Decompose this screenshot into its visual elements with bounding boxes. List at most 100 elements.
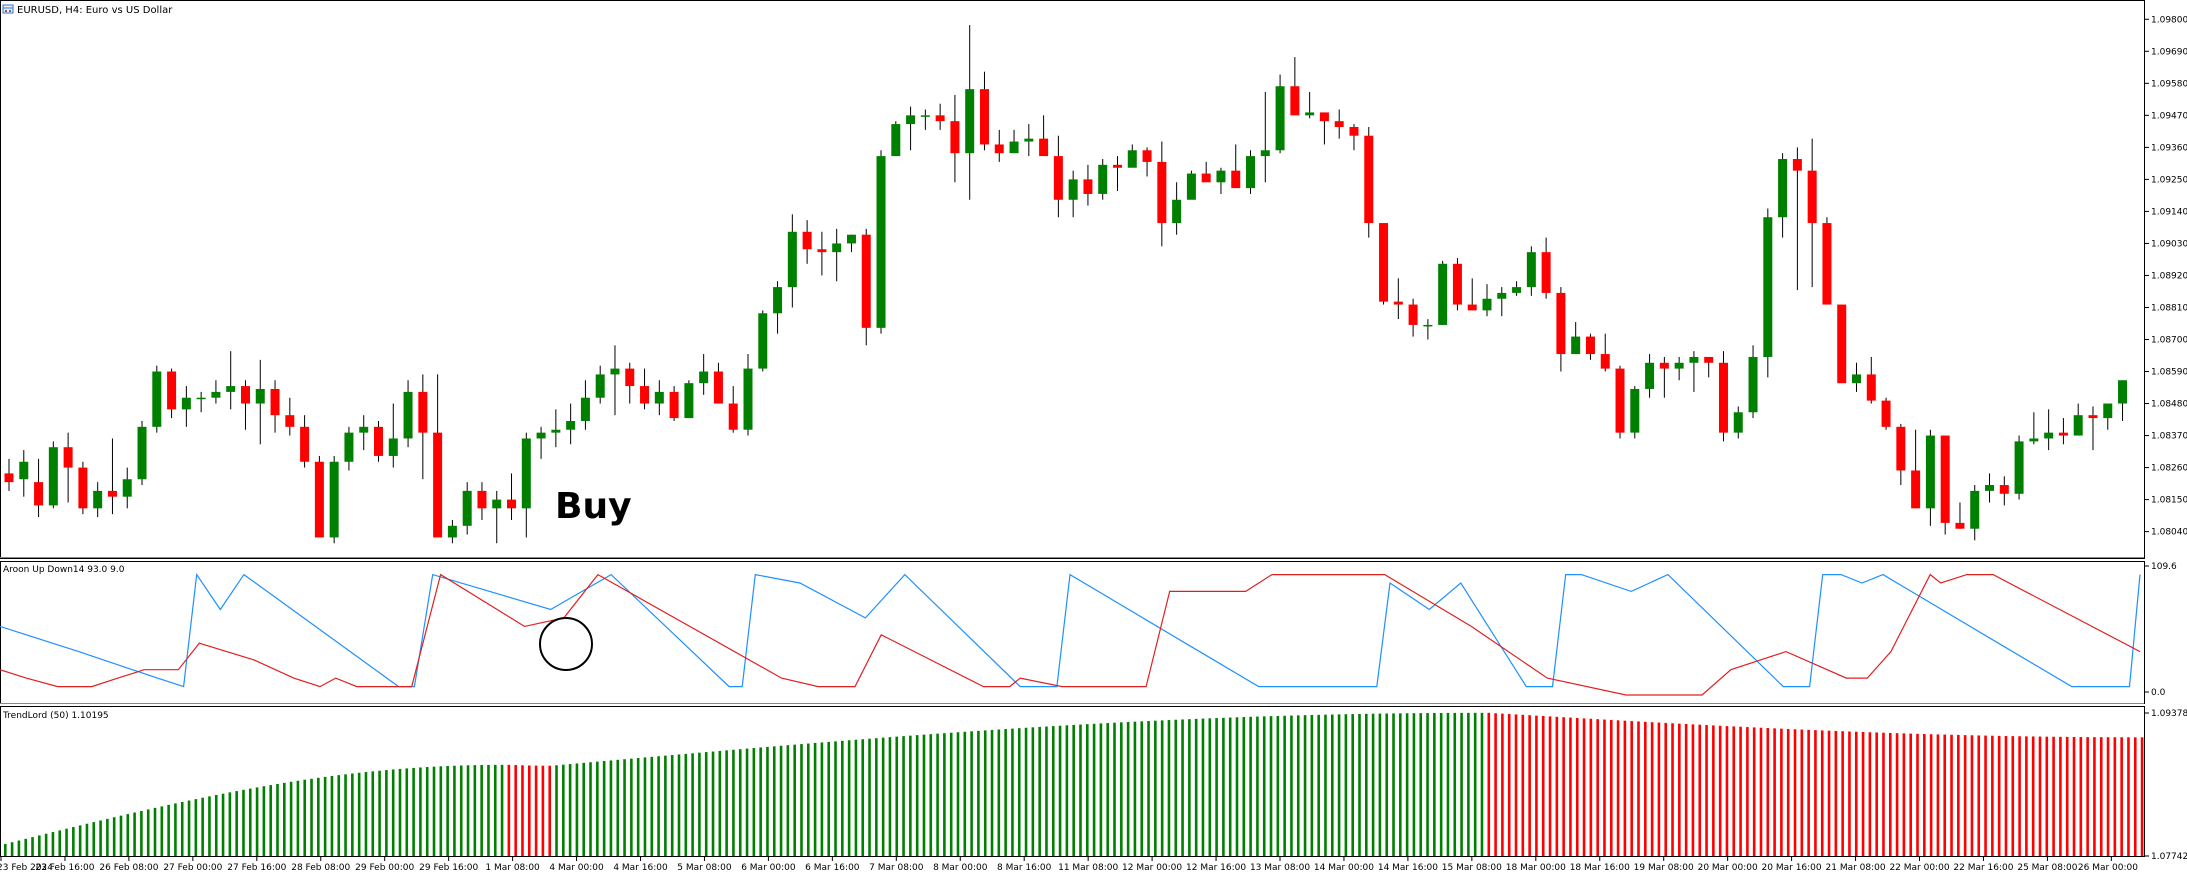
bull-candle — [1763, 217, 1773, 357]
trendlord-bar-green — [51, 832, 55, 856]
trendlord-bar-green — [800, 744, 803, 856]
bear-candle — [1541, 252, 1551, 293]
trendlord-bar-red — [541, 765, 545, 856]
trendlord-bar-red — [1671, 723, 1674, 856]
bear-candle — [63, 447, 73, 468]
trendlord-bar-green — [1024, 727, 1028, 856]
trendlord-bar-green — [391, 769, 395, 856]
trendlord-bar-green — [657, 756, 660, 856]
trendlord-bar-red — [1963, 735, 1967, 856]
trendlord-bar-green — [936, 733, 939, 856]
trendlord-bar-red — [1793, 729, 1797, 856]
trendlord-bar-red — [507, 764, 511, 856]
time-axis-label: 20 Mar 16:00 — [1762, 863, 1822, 872]
trendlord-bar-red — [1569, 717, 1572, 856]
trendlord-bar-red — [2045, 736, 2049, 856]
trendlord-bar-red — [1575, 717, 1579, 856]
price-axis[interactable]: 1.09800 1.09690 1.09580 1.09470 1.09360 1.092… — [2145, 15, 2187, 538]
trendlord-bar-green — [562, 764, 565, 856]
trendlord-bar-green — [480, 764, 483, 856]
trendlord-bar-green — [609, 760, 613, 856]
trendlord-bar-green — [153, 807, 157, 856]
trendlord-bar-green — [1126, 722, 1130, 856]
trendlord-bar-red — [1991, 735, 1994, 856]
bull-candle — [2073, 415, 2083, 436]
trendlord-bar-green — [1453, 712, 1457, 856]
trendlord-bar-red — [1494, 713, 1497, 856]
symbol-title: EURUSD, H4: Euro vs US Dollar — [17, 5, 173, 16]
trendlord-bar-green — [650, 756, 654, 856]
time-axis-label: 15 Mar 08:00 — [1442, 863, 1502, 872]
price-axis-label: 1.08700 — [2151, 335, 2187, 345]
bear-candle — [477, 490, 487, 509]
bull-candle — [1512, 287, 1522, 293]
trendlord-bar-green — [1181, 719, 1184, 856]
time-axis-label: 12 Mar 00:00 — [1122, 863, 1182, 872]
trendlord-bar-green — [861, 739, 865, 856]
trendlord-bar-red — [1827, 730, 1831, 856]
trendlord-bar-green — [1276, 715, 1280, 856]
trendlord-bar-green — [779, 745, 783, 856]
trendlord-bar-red — [1888, 732, 1892, 856]
trendlord-bar-red — [1997, 735, 2001, 856]
trendlord-bar-green — [357, 772, 361, 856]
trendlord-bar-green — [99, 820, 102, 856]
bull-candle — [1748, 356, 1758, 413]
bear-candle — [1866, 374, 1876, 401]
bear-candle — [1585, 336, 1595, 355]
trendlord-bar-red — [1814, 730, 1817, 856]
trendlord-bar-green — [446, 766, 449, 856]
bear-candle — [2088, 415, 2098, 419]
trendlord-bar-green — [868, 738, 871, 856]
bull-candle — [2118, 380, 2128, 404]
trendlord-bar-green — [419, 767, 422, 856]
trendlord-bar-green — [1446, 712, 1450, 856]
trendlord-bar-green — [1405, 713, 1409, 856]
bear-candle — [1349, 126, 1359, 136]
trendlord-bar-green — [1473, 712, 1477, 856]
trendlord-bar-green — [214, 794, 218, 856]
time-axis-label: 6 Mar 00:00 — [741, 863, 796, 872]
trendlord-histogram — [4, 712, 2144, 856]
trendlord-bar-green — [766, 746, 769, 856]
bull-candle — [1733, 412, 1743, 433]
trendlord-bar-red — [1759, 727, 1763, 856]
window-icon — [2, 4, 14, 14]
trendlord-bar-green — [1283, 715, 1286, 856]
trendlord-bar-green — [1215, 718, 1218, 856]
trendlord-bar-red — [1684, 724, 1688, 856]
bull-candle — [1970, 490, 1980, 529]
bull-candle — [654, 391, 664, 404]
aroon-down-line — [0, 573, 2141, 696]
bear-candle — [1600, 354, 1610, 369]
trendlord-bar-red — [1596, 719, 1599, 856]
price-axis-label: 1.09360 — [2151, 143, 2187, 153]
trendlord-bar-green — [1351, 714, 1354, 856]
bull-candle — [773, 287, 783, 314]
price-axis-label: 1.08040 — [2151, 528, 2187, 538]
trendlord-bar-green — [17, 840, 21, 856]
trendlord-bar-green — [1296, 715, 1300, 856]
time-axis-label: 25 Mar 08:00 — [2017, 863, 2077, 872]
trendlord-bar-red — [1786, 728, 1790, 856]
time-axis-label: 6 Mar 16:00 — [805, 863, 860, 872]
trendlord-bar-green — [827, 741, 831, 856]
trendlord-bar-green — [670, 755, 674, 856]
trendlord-bar-green — [1317, 714, 1320, 856]
trendlord-bar-red — [1848, 731, 1851, 856]
trendlord-bar-green — [351, 773, 354, 856]
bear-candle — [1467, 304, 1477, 311]
trendlord-bar-green — [1079, 724, 1082, 856]
trendlord-bar-green — [398, 768, 402, 856]
price-axis-label: 1.09470 — [2151, 111, 2187, 121]
trendlord-bar-green — [65, 828, 68, 856]
trendlord-axis: 1.09378 1.07742 — [2145, 709, 2187, 862]
trendlord-bar-green — [112, 817, 116, 856]
trendlord-bar-green — [180, 801, 184, 856]
trendlord-bar-red — [1766, 728, 1770, 856]
trendlord-bar-green — [473, 765, 477, 856]
trendlord-bar-red — [514, 765, 517, 856]
trendlord-bar-green — [949, 732, 953, 856]
